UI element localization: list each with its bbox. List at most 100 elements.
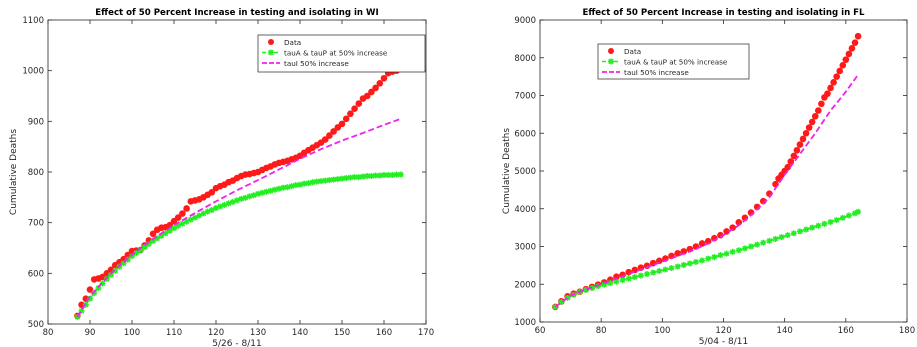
data-point	[680, 248, 688, 255]
tau-a-p-marker	[288, 183, 295, 190]
tau-a-p-marker	[376, 172, 383, 179]
x-axis-label: 5/04 - 8/11	[699, 337, 748, 347]
x-tick-label: 60	[535, 326, 546, 336]
tau-a-p-marker	[833, 217, 840, 224]
tau-a-p-marker	[699, 257, 706, 264]
data-point	[793, 146, 801, 154]
tau-a-p-marker	[250, 192, 257, 199]
data-point	[824, 90, 831, 97]
tau-a-p-marker	[662, 266, 669, 273]
tau-a-p-marker	[309, 179, 316, 186]
tau-a-p-marker	[284, 184, 291, 191]
x-tick-label: 80	[43, 328, 54, 338]
data-point	[351, 105, 358, 112]
tau-a-p-marker	[154, 235, 161, 242]
legend-label: tauA & tauP at 50% increase	[624, 57, 728, 66]
y-tick-label: 6000	[514, 129, 536, 139]
tau-a-p-marker	[364, 173, 371, 180]
data-point	[796, 141, 804, 148]
tau-a-p-marker	[680, 261, 687, 268]
legend-box	[597, 43, 750, 80]
tau-a-p-marker	[637, 272, 644, 279]
tau-a-p-marker	[582, 286, 589, 293]
tau-a-p-marker	[326, 177, 333, 184]
tau-a-p-marker	[229, 198, 236, 205]
tau-a-p-marker	[133, 250, 140, 257]
data-point	[839, 62, 847, 69]
x-tick-label: 120	[208, 328, 224, 338]
chart-wi: Effect of 50 Percent Increase in testing…	[9, 8, 434, 347]
tau-a-p-marker	[171, 225, 177, 232]
tau-a-p-marker	[225, 200, 232, 207]
tau-a-p-marker	[397, 171, 404, 178]
tau-a-p-marker	[692, 258, 699, 265]
data-point	[321, 136, 329, 143]
chart-title: Effect of 50 Percent Increase in testing…	[95, 8, 378, 18]
x-tick-label: 120	[715, 326, 731, 336]
tau-a-p-marker	[162, 230, 169, 237]
x-tick-label: 150	[334, 328, 350, 338]
tau-a-p-marker	[644, 271, 651, 278]
tau-a-p-marker	[343, 175, 350, 182]
data-point	[338, 120, 346, 128]
tau-a-p-marker	[564, 294, 571, 301]
tau-a-p-marker	[815, 222, 822, 229]
tau-a-p-marker	[305, 180, 312, 187]
tau-a-p-marker	[360, 173, 366, 180]
tau-a-p-marker	[213, 204, 219, 211]
tau-i-line	[554, 74, 859, 308]
data-point	[784, 163, 792, 171]
tau-a-p-marker	[347, 174, 354, 181]
data-point	[830, 78, 837, 86]
y-tick-label: 1000	[22, 67, 44, 77]
x-tick-label: 160	[376, 328, 392, 338]
tau-a-p-marker	[735, 247, 742, 254]
tau-a-p-marker	[339, 175, 345, 182]
tau-a-p-marker	[204, 208, 211, 215]
data-point	[802, 129, 810, 137]
tau-i-line	[76, 117, 402, 318]
tau-a-p-marker	[766, 237, 773, 244]
data-point	[174, 214, 182, 221]
y-tick-label: 3000	[514, 243, 536, 253]
legend-label: tauA & tauP at 50% increase	[284, 48, 388, 57]
tau-a-p-marker	[351, 174, 358, 181]
legend-label: Data	[284, 38, 301, 47]
tau-a-p-marker	[772, 235, 779, 242]
tau-a-p-marker	[267, 187, 274, 194]
tau-a-p-marker	[389, 172, 396, 179]
tau-a-p-marker	[95, 285, 102, 292]
tau-a-p-marker	[78, 307, 85, 314]
tau-a-p-marker	[259, 189, 266, 196]
tau-a-p-marker	[631, 274, 638, 281]
legend-label: tauI 50% increase	[624, 68, 689, 77]
data-point	[790, 152, 798, 160]
tau-a-p-marker	[124, 256, 131, 263]
data-point	[342, 115, 350, 123]
x-tick-label: 140	[292, 328, 308, 338]
data-point	[854, 32, 862, 40]
tau-a-p-marker	[723, 250, 730, 257]
data-point	[848, 45, 856, 52]
data-point	[347, 110, 354, 118]
tau-a-p-marker	[183, 218, 190, 225]
tau-a-p-marker	[729, 248, 736, 255]
tau-a-p-marker	[150, 237, 156, 244]
data-point	[799, 135, 807, 143]
y-tick-label: 8000	[514, 54, 536, 64]
tau-a-p-marker	[120, 260, 127, 267]
tau-a-p-marker	[217, 203, 224, 210]
chart-title: Effect of 50 Percent Increase in testing…	[582, 8, 865, 18]
x-axis-label: 5/26 - 8/11	[212, 339, 261, 347]
data-point	[842, 56, 850, 63]
tau-a-p-marker	[137, 247, 144, 254]
data-point	[815, 107, 822, 114]
x-tick-label: 160	[838, 326, 854, 336]
tau-a-p-marker	[99, 280, 106, 287]
tau-a-p-marker	[129, 253, 135, 260]
legend-label: tauI 50% increase	[284, 59, 349, 68]
tau-a-p-marker	[650, 269, 657, 276]
x-tick-label: 90	[85, 328, 96, 338]
